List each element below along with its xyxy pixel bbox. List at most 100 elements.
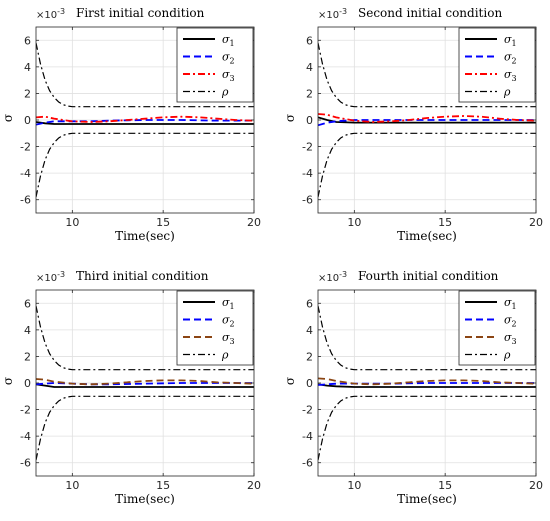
x-tick-label: 10 bbox=[347, 216, 361, 229]
axis-exponent-power: -3 bbox=[57, 270, 65, 279]
y-tick-label: 0 bbox=[306, 114, 313, 127]
legend-entry-2: σ2 bbox=[222, 51, 235, 66]
legend-entry-subscript: 1 bbox=[512, 39, 517, 48]
series-line-2 bbox=[318, 119, 536, 127]
series-line-3 bbox=[318, 377, 536, 386]
plot-lines bbox=[318, 305, 536, 461]
legend-entry-3: σ3 bbox=[222, 68, 235, 83]
series-line-4-lower bbox=[318, 395, 536, 461]
y-tick-label: -2 bbox=[20, 404, 31, 417]
y-tick-label: -6 bbox=[20, 194, 31, 207]
axis-exponent-base: ×10 bbox=[36, 10, 57, 21]
x-axis-label: Time(sec) bbox=[115, 229, 175, 243]
series-line-3 bbox=[318, 113, 536, 123]
y-tick-label: 2 bbox=[306, 350, 313, 363]
axis-exponent-base: ×10 bbox=[36, 273, 57, 284]
series-line-1 bbox=[318, 383, 536, 388]
y-tick-label: 0 bbox=[24, 114, 31, 127]
y-axis-label: σ bbox=[283, 114, 297, 122]
legend-entry-symbol: σ bbox=[222, 68, 230, 81]
y-tick-label: -2 bbox=[302, 404, 313, 417]
axis-exponent-base: ×10 bbox=[318, 10, 339, 21]
y-tick-label: -2 bbox=[302, 141, 313, 154]
x-axis-label: Time(sec) bbox=[397, 229, 457, 243]
series-line-4 bbox=[36, 42, 254, 108]
legend-box bbox=[458, 290, 536, 366]
y-axis-label: σ bbox=[1, 377, 15, 385]
legend-entry-subscript: 2 bbox=[512, 320, 517, 329]
legend-entry-symbol: σ bbox=[222, 51, 230, 64]
legend-entry-symbol: σ bbox=[504, 68, 512, 81]
x-tick-label: 15 bbox=[156, 479, 170, 492]
chart-panel-4: 10 15 20 -6 -4 -2 0 2 4 6 ×10-3 Fourth initial cond… bbox=[283, 269, 543, 506]
legend-entry-symbol: σ bbox=[222, 33, 230, 46]
legend-entry-4: ρ bbox=[221, 349, 229, 362]
y-tick-label: -6 bbox=[302, 457, 313, 470]
legend-entry-subscript: 2 bbox=[512, 57, 517, 66]
y-tick-label: -6 bbox=[20, 457, 31, 470]
legend-entry-subscript: 3 bbox=[230, 74, 235, 83]
chart-title: Third initial condition bbox=[76, 269, 209, 283]
chart-panel-3: 10 15 20 -6 -4 -2 0 2 4 6 ×10-3 Third initial condi… bbox=[1, 269, 261, 506]
legend-entry-subscript: 1 bbox=[230, 39, 235, 48]
legend-entry-3: σ3 bbox=[504, 331, 517, 346]
x-axis-label: Time(sec) bbox=[397, 492, 457, 506]
series-line-1 bbox=[36, 121, 254, 125]
series-line-4-lower bbox=[318, 132, 536, 198]
chart-panel-2: 10 15 20 -6 -4 -2 0 2 4 6 ×10-3 Second initial cond… bbox=[283, 6, 543, 243]
axis-exponent-power: -3 bbox=[57, 7, 65, 16]
y-tick-label: 4 bbox=[306, 61, 313, 74]
x-tick-label: 20 bbox=[247, 479, 261, 492]
series-line-2 bbox=[318, 382, 536, 386]
series-line-3 bbox=[36, 115, 254, 123]
plot-lines bbox=[36, 305, 254, 461]
legend-box bbox=[176, 27, 254, 103]
legend-entry-3: σ3 bbox=[222, 331, 235, 346]
y-tick-label: 6 bbox=[306, 297, 313, 310]
y-tick-label: 2 bbox=[306, 87, 313, 100]
legend-entry-symbol: σ bbox=[222, 331, 230, 344]
y-tick-label: 0 bbox=[24, 377, 31, 390]
legend-box bbox=[176, 290, 254, 366]
x-tick-label: 10 bbox=[347, 479, 361, 492]
chart-title: First initial condition bbox=[76, 6, 205, 20]
y-tick-label: -4 bbox=[302, 167, 313, 180]
legend-entry-symbol: σ bbox=[504, 33, 512, 46]
legend-entry-symbol: σ bbox=[504, 51, 512, 64]
series-line-4-lower bbox=[36, 395, 254, 461]
legend-entry-1: σ1 bbox=[222, 33, 235, 48]
y-tick-label: 2 bbox=[24, 87, 31, 100]
series-line-4 bbox=[36, 305, 254, 371]
y-tick-label: -4 bbox=[20, 430, 31, 443]
y-tick-label: 4 bbox=[24, 61, 31, 74]
y-tick-label: 6 bbox=[24, 34, 31, 47]
legend-entry-3: σ3 bbox=[504, 68, 517, 83]
chart-panel-1: 10 15 20 -6 -4 -2 0 2 4 6 ×10-3 First initial condi… bbox=[1, 6, 261, 243]
legend-entry-symbol: σ bbox=[222, 296, 230, 309]
legend-entry-symbol: σ bbox=[504, 296, 512, 309]
legend-entry-2: σ2 bbox=[504, 314, 517, 329]
axis-exponent-base: ×10 bbox=[318, 273, 339, 284]
series-line-1 bbox=[318, 116, 536, 124]
x-tick-label: 15 bbox=[156, 216, 170, 229]
plot-lines bbox=[36, 42, 254, 198]
y-tick-label: -6 bbox=[302, 194, 313, 207]
legend-entry-2: σ2 bbox=[222, 314, 235, 329]
y-axis-label: σ bbox=[283, 377, 297, 385]
legend-entry-4: ρ bbox=[503, 86, 511, 99]
plot-lines bbox=[318, 42, 536, 198]
legend-entry-symbol: σ bbox=[222, 314, 230, 327]
legend-entry-subscript: 3 bbox=[230, 337, 235, 346]
series-line-3 bbox=[36, 378, 254, 386]
x-tick-label: 20 bbox=[529, 479, 543, 492]
series-line-1 bbox=[36, 383, 254, 388]
y-axis-label: σ bbox=[1, 114, 15, 122]
series-line-4 bbox=[318, 42, 536, 108]
y-tick-label: 2 bbox=[24, 350, 31, 363]
y-tick-label: -4 bbox=[20, 167, 31, 180]
